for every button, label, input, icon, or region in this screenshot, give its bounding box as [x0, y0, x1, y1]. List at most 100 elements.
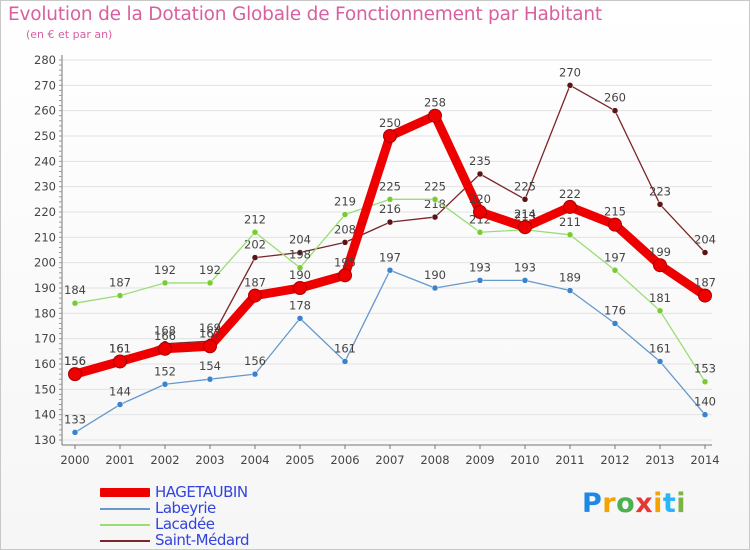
- data-point: [116, 292, 124, 299]
- data-label: 214: [514, 207, 536, 221]
- x-tick-label: 2003: [195, 453, 224, 467]
- data-point: [476, 170, 484, 178]
- data-point: [113, 354, 127, 369]
- chart-subtitle: (en € et par an): [26, 28, 113, 41]
- logo-letter: t: [662, 488, 677, 519]
- data-label: 225: [379, 179, 401, 193]
- data-point: [68, 367, 82, 382]
- data-label: 202: [244, 238, 266, 252]
- legend-swatch-lacadee: [100, 524, 150, 526]
- data-point: [431, 213, 439, 221]
- x-tick-label: 2002: [150, 453, 179, 467]
- legend-swatch-hagetaubin: [100, 488, 150, 497]
- data-point: [158, 341, 172, 356]
- data-label: 156: [244, 354, 266, 368]
- data-point: [341, 239, 349, 246]
- x-tick-label: 2008: [420, 453, 449, 467]
- data-label: 144: [109, 385, 131, 399]
- data-label: 154: [199, 359, 221, 373]
- logo-letter: x: [635, 488, 654, 519]
- y-tick-label: 170: [34, 332, 56, 346]
- data-label: 199: [649, 245, 671, 259]
- data-label: 192: [154, 263, 176, 277]
- data-point: [296, 249, 304, 256]
- x-tick-label: 2005: [285, 453, 314, 467]
- data-label: 270: [559, 65, 581, 79]
- data-label: 161: [334, 341, 356, 355]
- data-label: 235: [469, 154, 491, 168]
- data-label: 211: [559, 215, 581, 229]
- y-tick-label: 230: [34, 180, 56, 194]
- data-label: 197: [604, 250, 626, 264]
- data-label: 198: [289, 248, 311, 262]
- legend-swatch-saint-medard: [100, 540, 150, 542]
- x-tick-label: 2010: [510, 453, 539, 467]
- logo-letter: o: [616, 488, 636, 519]
- data-point: [386, 267, 394, 274]
- legend-swatch-labeyrie: [100, 508, 150, 510]
- data-label: 169: [199, 321, 221, 335]
- data-point: [296, 315, 304, 322]
- data-point: [656, 358, 664, 365]
- data-point: [206, 279, 214, 287]
- data-point: [71, 429, 79, 436]
- y-tick-label: 270: [34, 78, 56, 92]
- y-tick-label: 150: [34, 382, 56, 396]
- y-tick-label: 160: [34, 357, 56, 371]
- data-point: [473, 205, 487, 219]
- data-label: 168: [154, 324, 176, 338]
- data-point: [386, 196, 394, 203]
- data-point: [383, 129, 397, 143]
- x-tick-label: 2004: [240, 453, 269, 467]
- data-label: 225: [424, 179, 446, 193]
- data-label: 140: [694, 395, 716, 409]
- x-tick-label: 2012: [600, 453, 629, 467]
- y-tick-label: 220: [34, 205, 56, 219]
- data-point: [428, 108, 442, 123]
- legend-label-lacadee: Lacadée: [155, 515, 215, 533]
- data-point: [203, 339, 217, 354]
- y-tick-label: 190: [34, 281, 56, 295]
- data-point: [701, 411, 709, 418]
- data-point: [521, 196, 529, 203]
- data-label: 197: [379, 250, 401, 264]
- data-point: [476, 229, 484, 236]
- data-label: 133: [64, 412, 86, 426]
- y-tick-label: 140: [34, 408, 56, 422]
- data-point: [611, 267, 619, 274]
- data-point: [386, 218, 394, 226]
- legend-label-saint-medard: Saint-Médard: [155, 531, 250, 549]
- data-label: 161: [649, 341, 671, 355]
- logo-letter: P: [582, 488, 603, 519]
- data-point: [71, 299, 79, 307]
- data-label: 176: [604, 303, 626, 317]
- data-label: 250: [379, 116, 401, 130]
- data-label: 223: [649, 184, 671, 198]
- data-point: [248, 288, 262, 303]
- data-point: [431, 284, 439, 292]
- x-tick-label: 2000: [60, 453, 89, 467]
- data-label: 222: [559, 187, 581, 201]
- data-label: 152: [154, 364, 176, 378]
- logo-letter: r: [602, 488, 617, 519]
- data-label: 218: [424, 197, 446, 211]
- data-label: 161: [109, 341, 131, 355]
- legend-label-hagetaubin: HAGETAUBIN: [155, 483, 248, 501]
- y-tick-label: 280: [34, 53, 56, 67]
- data-label: 153: [694, 362, 716, 376]
- data-point: [566, 231, 574, 239]
- proxiti-logo: Proxiti: [582, 488, 686, 519]
- y-tick-label: 240: [34, 154, 56, 168]
- data-point: [701, 378, 709, 385]
- data-label: 195: [334, 255, 356, 269]
- data-point: [251, 370, 259, 378]
- chart-title: Evolution de la Dotation Globale de Fonc…: [8, 4, 602, 25]
- data-label: 208: [334, 222, 356, 236]
- data-point: [251, 254, 259, 261]
- data-label: 219: [334, 195, 356, 209]
- data-label: 187: [109, 276, 131, 290]
- series-labeyrie: 133 144 152 154 156 178 161 197 190 193 193 189 176 1…: [64, 250, 716, 436]
- y-tick-label: 180: [34, 306, 56, 320]
